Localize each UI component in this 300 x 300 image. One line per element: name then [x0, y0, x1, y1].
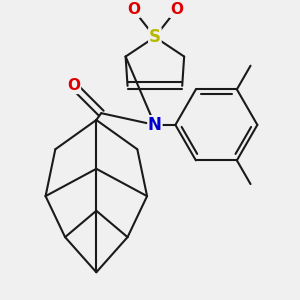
Text: O: O	[170, 2, 183, 17]
Text: O: O	[127, 2, 140, 17]
Text: N: N	[148, 116, 162, 134]
Text: S: S	[149, 28, 161, 46]
Text: O: O	[68, 78, 80, 93]
